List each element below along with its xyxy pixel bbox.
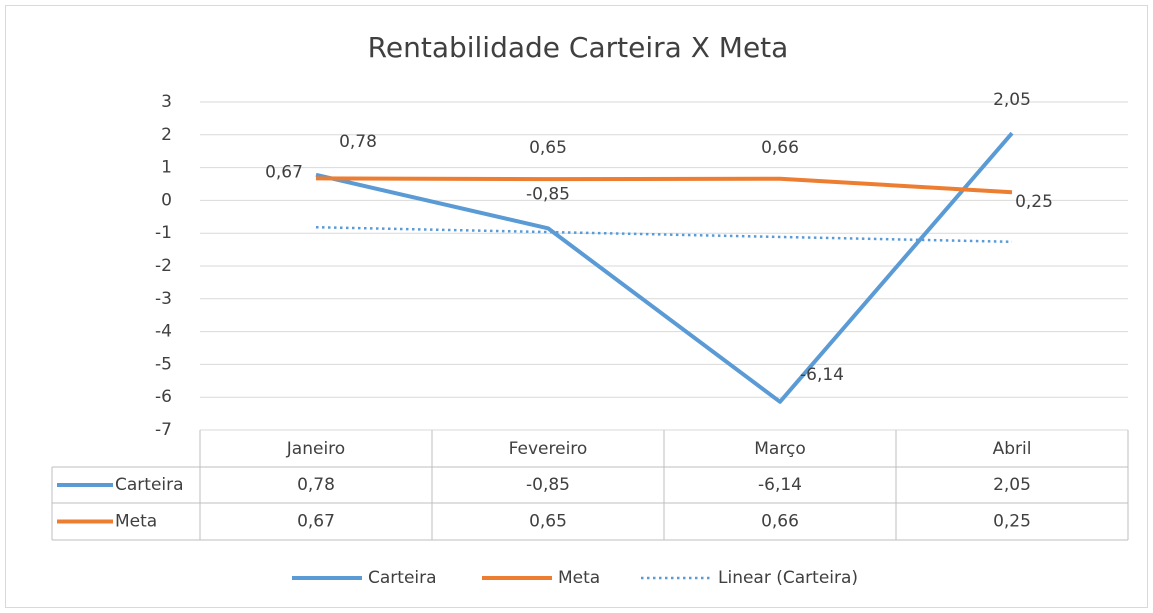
data-label: 2,05 <box>993 90 1031 110</box>
y-tick-label: 1 <box>161 158 172 178</box>
table-cell: 0,67 <box>297 512 335 532</box>
x-tick-label: Fevereiro <box>509 439 588 459</box>
data-label: 0,66 <box>761 138 799 158</box>
y-tick-label: -2 <box>155 256 172 276</box>
series-line <box>315 176 1013 195</box>
data-label: 0,25 <box>1015 192 1053 212</box>
x-tick-label: Março <box>754 439 805 459</box>
y-tick-label: 0 <box>161 190 172 210</box>
data-label: 0,78 <box>339 132 377 152</box>
table-cell: 0,25 <box>993 512 1031 532</box>
y-tick-label: -6 <box>155 387 172 407</box>
y-tick-label: -5 <box>155 354 172 374</box>
table-cell: 0,78 <box>297 475 335 495</box>
legend-label: Linear (Carteira) <box>718 568 858 588</box>
x-tick-label: Abril <box>993 439 1032 459</box>
table-cell: -0,85 <box>526 475 570 495</box>
y-tick-label: 3 <box>161 92 172 112</box>
table-cell: 2,05 <box>993 475 1031 495</box>
table-cell: 0,66 <box>761 512 799 532</box>
legend-label: Carteira <box>368 568 437 588</box>
data-label: 0,67 <box>265 162 303 182</box>
data-label: -6,14 <box>800 365 844 385</box>
table-cell: -6,14 <box>758 475 802 495</box>
data-label: -0,85 <box>526 184 570 204</box>
x-tick-label: Janeiro <box>286 439 345 459</box>
y-tick-label: -1 <box>155 223 172 243</box>
y-tick-label: 2 <box>161 125 172 145</box>
data-label: 0,65 <box>529 138 567 158</box>
table-row-label: Carteira <box>115 475 184 495</box>
table-row-label: Meta <box>115 512 157 532</box>
chart-title: Rentabilidade Carteira X Meta <box>368 31 789 64</box>
y-tick-label: -7 <box>155 420 172 440</box>
y-tick-label: -3 <box>155 289 172 309</box>
chart-border <box>5 5 1148 608</box>
trendline <box>315 225 1013 244</box>
series-line <box>315 131 1014 404</box>
legend-label: Meta <box>558 568 600 588</box>
y-tick-label: -4 <box>155 322 172 342</box>
table-cell: 0,65 <box>529 512 567 532</box>
